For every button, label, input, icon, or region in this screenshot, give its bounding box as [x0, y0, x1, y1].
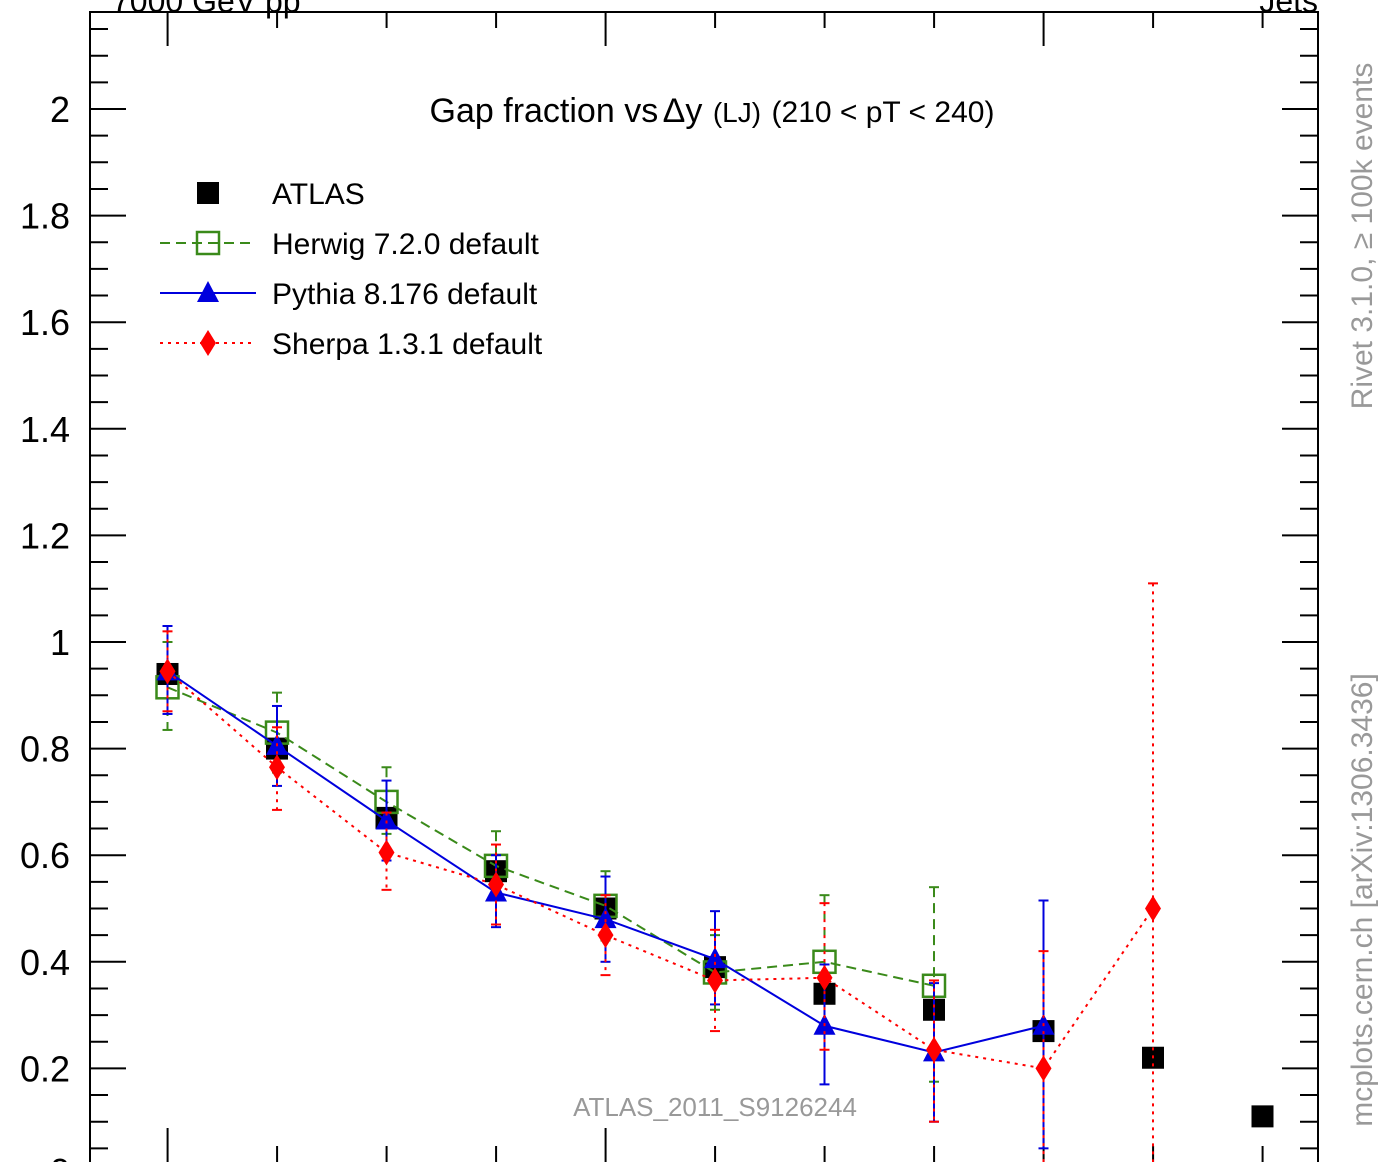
legend-label: Pythia 8.176 default: [272, 278, 538, 311]
legend-marker: [195, 230, 221, 256]
legend-label: ATLAS: [272, 178, 365, 211]
data-point: [1251, 1105, 1274, 1128]
series-atlas: [156, 662, 1274, 1128]
y-tick-label: 1.6: [20, 302, 70, 343]
header-right-label: Jets: [1259, 0, 1318, 19]
y-tick-label: 2: [50, 89, 70, 130]
legend-marker: [200, 330, 216, 356]
y-tick-label: 1: [50, 622, 70, 663]
data-point: [269, 754, 285, 781]
series-herwig-7-2-0-default: [155, 641, 947, 1083]
chart-title-main: Gap fraction vs: [430, 92, 659, 130]
header-left-label: 7000 GeV pp: [112, 0, 301, 19]
legend-label: Herwig 7.2.0 default: [272, 228, 539, 261]
analysis-id-label: ATLAS_2011_S9126244: [573, 1092, 857, 1122]
y-tick-label: 1.8: [20, 196, 70, 237]
legend-marker: [197, 281, 219, 302]
data-point: [707, 967, 723, 994]
chart-title: Gap fraction vs Δy (LJ) (210 < pT < 240): [430, 92, 995, 130]
y-tick-label: 0.8: [20, 729, 70, 770]
data-point: [594, 907, 617, 929]
data-point: [816, 964, 833, 991]
y-tick-label: 1.4: [20, 409, 70, 450]
data-point: [597, 922, 614, 949]
data-point: [378, 839, 395, 866]
y-tick-label: 0.2: [20, 1048, 70, 1089]
series-layer: [155, 582, 1274, 1162]
mcplots-label: mcplots.cern.ch [arXiv:1306.3436]: [1346, 673, 1379, 1127]
y-tick-label: 0.6: [20, 835, 70, 876]
chart-title-range: (210 < pT < 240): [772, 96, 995, 129]
chart-title-delta: Δy: [663, 92, 703, 130]
data-point: [375, 808, 398, 830]
y-tick-label: 0.4: [20, 942, 70, 983]
legend-marker: [197, 182, 219, 204]
legend-label: Sherpa 1.3.1 default: [272, 328, 543, 361]
plot-frame: [89, 11, 1319, 1162]
data-point: [926, 1036, 942, 1063]
data-point: [704, 947, 726, 969]
y-axis-zero-label: 0: [50, 1151, 70, 1162]
data-point: [488, 871, 504, 898]
axes: 0.2 0.4 0.6 0.8 1 1.2 1.4 1.6 1.8 2: [20, 11, 1319, 1162]
series-line: [166, 670, 1154, 1070]
chart-title-small: (LJ): [713, 97, 761, 128]
y-tick-label: 1.2: [20, 515, 70, 556]
data-point: [1035, 1055, 1052, 1082]
series-line: [166, 670, 1044, 1054]
series-line: [167, 686, 935, 987]
data-point: [1145, 895, 1161, 922]
data-point: [159, 658, 176, 685]
series-pythia-8-176-default: [156, 625, 1055, 1150]
rivet-version-label: Rivet 3.1.0, ≥ 100k events: [1346, 63, 1379, 410]
series-sherpa-1-3-1-default: [159, 582, 1161, 1162]
legend: ATLAS Herwig 7.2.0 default Pythia 8.176 de…: [160, 178, 543, 361]
